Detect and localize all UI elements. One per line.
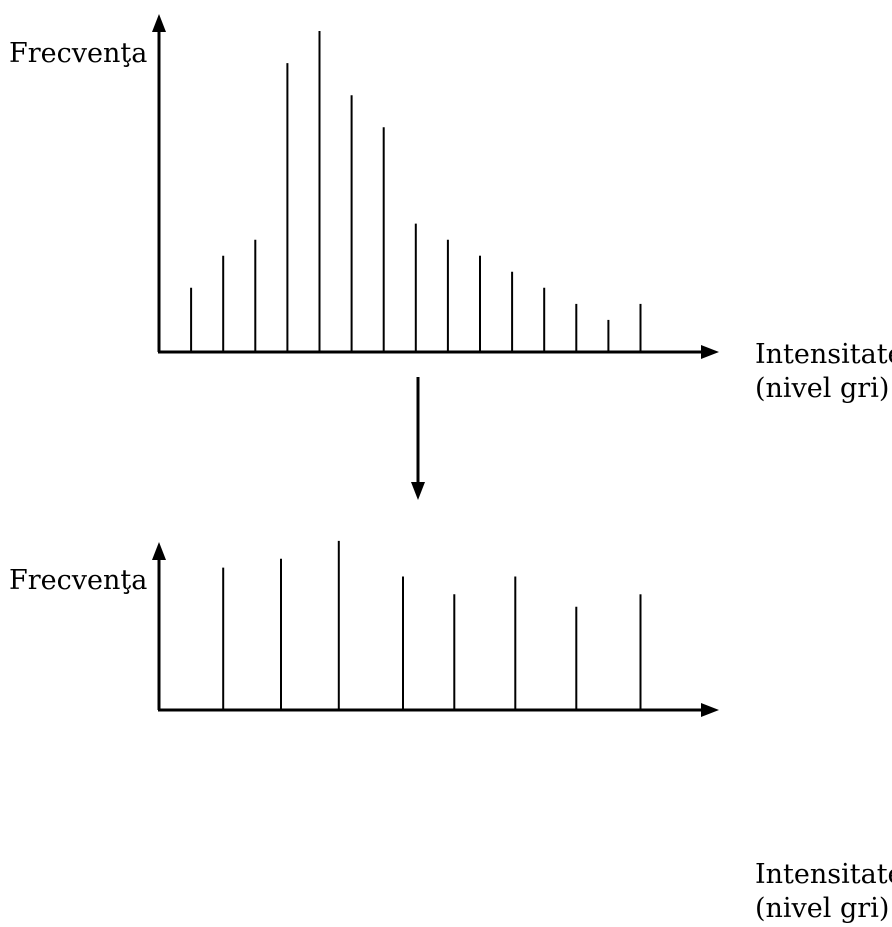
top-y-axis-arrowhead	[152, 14, 166, 32]
transform-arrow-head	[411, 482, 425, 500]
top-x-axis-arrowhead	[701, 345, 719, 359]
bottom-histogram: Frecvenţa Intensitate (nivel gri)	[9, 540, 892, 924]
top-histogram: Frecvenţa Intensitate (nivel gri)	[9, 14, 892, 404]
top-y-axis-label: Frecvenţa	[9, 38, 147, 69]
top-stems	[190, 31, 642, 352]
top-x-axis-label-line1: Intensitate	[755, 339, 892, 370]
bottom-stems	[222, 540, 642, 710]
bottom-y-axis-arrowhead	[152, 542, 166, 560]
transform-arrow	[411, 377, 425, 500]
bottom-x-axis-label-line2: (nivel gri)	[755, 893, 889, 924]
bottom-x-axis-label-line1: Intensitate	[755, 859, 892, 890]
bottom-x-axis-arrowhead	[701, 703, 719, 717]
bottom-y-axis-label: Frecvenţa	[9, 565, 147, 596]
top-x-axis-label-line2: (nivel gri)	[755, 373, 889, 404]
